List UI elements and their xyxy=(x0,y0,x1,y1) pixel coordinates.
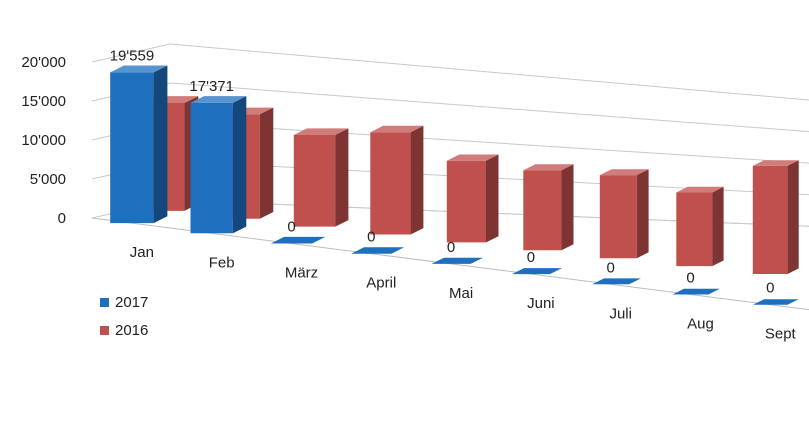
y-tick-label: 15'000 xyxy=(21,93,66,110)
gridline xyxy=(169,43,809,101)
x-tick-label: April xyxy=(366,275,396,292)
bar-face-front xyxy=(446,160,486,243)
bar-face-side xyxy=(232,96,247,234)
bar-face-side xyxy=(712,186,724,267)
y-tick-label: 10'000 xyxy=(21,132,66,149)
x-tick-label: Mai xyxy=(449,285,473,302)
data-label: 0 xyxy=(367,229,375,246)
bar-2017 xyxy=(351,247,405,254)
bar-face-side xyxy=(259,107,274,219)
bar-face-side xyxy=(335,128,349,227)
bar-face-top xyxy=(351,247,405,254)
chart-bars xyxy=(110,65,799,305)
bar-2016 xyxy=(676,186,724,267)
bar-face-front xyxy=(676,192,713,267)
bar-face-top xyxy=(523,164,574,171)
data-label: 0 xyxy=(766,280,774,297)
bar-face-top xyxy=(752,160,799,166)
x-tick-label: Aug xyxy=(687,316,714,333)
bar-2016 xyxy=(446,154,499,243)
gridline-side xyxy=(91,43,171,63)
data-label: 0 xyxy=(686,270,694,287)
data-label: 0 xyxy=(287,219,295,236)
bar-2017 xyxy=(753,299,799,305)
bar-face-front xyxy=(370,132,411,235)
bar-face-top xyxy=(431,257,484,264)
legend-label-2017: 2017 xyxy=(115,294,149,311)
bar-face-top xyxy=(293,128,349,135)
bar-2017 xyxy=(592,278,641,285)
data-label: 0 xyxy=(527,249,535,266)
bar-face-front xyxy=(752,165,788,274)
y-tick-label: 5'000 xyxy=(30,171,66,188)
bar-face-top xyxy=(511,268,562,275)
y-tick-label: 20'000 xyxy=(21,54,66,71)
bar-face-side xyxy=(787,160,799,274)
x-tick-label: Juni xyxy=(527,295,555,312)
bar-face-front xyxy=(293,135,336,227)
bar-face-top xyxy=(110,65,168,73)
legend-swatch-2017 xyxy=(100,298,109,307)
bar-2017 xyxy=(190,96,247,234)
data-label: 19'559 xyxy=(110,47,155,64)
bar-2016 xyxy=(752,160,799,274)
x-tick-label: März xyxy=(285,265,318,282)
y-tick-label: 0 xyxy=(58,210,66,227)
bar-face-side xyxy=(486,154,499,243)
bar-face-side xyxy=(636,169,649,259)
bar-face-top xyxy=(672,288,720,295)
bar-face-top xyxy=(370,125,424,133)
bar-face-side xyxy=(410,125,424,235)
data-label: 0 xyxy=(607,259,615,276)
x-tick-label: Feb xyxy=(209,254,235,271)
legend-item-2016: 2016 xyxy=(100,322,148,339)
gridline xyxy=(170,82,809,133)
bar-face-front xyxy=(110,72,154,224)
legend-swatch-2016 xyxy=(100,326,109,335)
x-tick-label: Sept xyxy=(765,326,797,343)
bar-face-top xyxy=(190,96,247,103)
bar-face-top xyxy=(599,169,649,176)
chart-labels: 19'559 17'371 0 0 0 0 0 0 0 xyxy=(110,47,775,296)
bar-2017 xyxy=(270,236,326,244)
data-label: 17'371 xyxy=(189,78,234,95)
legend-label-2016: 2016 xyxy=(115,322,149,339)
legend-item-2017: 2017 xyxy=(100,294,148,311)
bar-face-front xyxy=(599,175,637,259)
data-label: 0 xyxy=(447,239,455,256)
bar-face-side xyxy=(153,65,168,224)
bar-face-top xyxy=(592,278,641,285)
bar-face-front xyxy=(523,170,562,251)
bar-face-top xyxy=(676,186,724,193)
bar-face-top xyxy=(270,236,326,244)
x-tick-label: Jan xyxy=(130,244,154,261)
bar-2017 xyxy=(511,268,562,275)
x-tick-label: Juli xyxy=(609,305,632,322)
bar-2016 xyxy=(370,125,424,235)
bar-face-front xyxy=(190,102,233,234)
chart-axes: 0 5'000 10'000 15'000 20'000 Jan Feb März April M… xyxy=(21,54,797,343)
bar-2017 xyxy=(672,288,720,295)
bar-face-top xyxy=(753,299,799,305)
bar-2016 xyxy=(523,164,574,251)
bar-2017 xyxy=(110,65,168,224)
bar-face-top xyxy=(446,154,499,161)
bar-2016 xyxy=(599,169,649,259)
bar-2017 xyxy=(431,257,484,264)
bar-face-side xyxy=(561,164,574,251)
bar-2016 xyxy=(293,128,349,227)
